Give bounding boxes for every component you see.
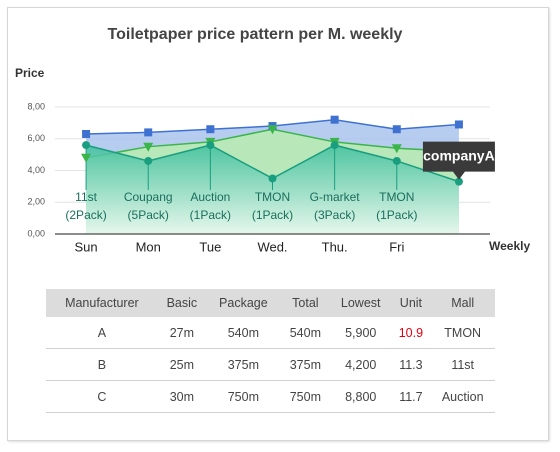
table-row: A 27m 540m 540m 5,900 10.9 TMON [46, 317, 495, 349]
marker [330, 141, 339, 150]
chart-title: Toiletpaper price pattern per M. weekly [108, 26, 403, 43]
price-table: Manufacturer Basic Package Total Lowest … [46, 289, 495, 413]
y-tick-label: 4,00 [27, 165, 45, 175]
point-label: TMON [255, 190, 290, 204]
marker [454, 177, 463, 186]
point-label: (5Pack) [128, 208, 169, 222]
cell: 11st [430, 348, 495, 381]
table-row: B 25m 375m 375m 4,200 11.3 11st [46, 348, 495, 381]
point-label: (2Pack) [65, 208, 106, 222]
header-cell: Lowest [329, 289, 392, 317]
cell: 30m [157, 380, 206, 413]
y-tick-label: 8,00 [27, 101, 45, 111]
cell: TMON [430, 317, 495, 349]
table-header: Manufacturer Basic Package Total Lowest … [46, 289, 495, 317]
header-cell: Package [205, 289, 281, 317]
marker [391, 144, 402, 154]
header-cell: Mall [430, 289, 495, 317]
cell: 25m [157, 348, 206, 381]
cell: 27m [157, 317, 206, 349]
cell: 4,200 [329, 348, 392, 381]
cell: 375m [280, 348, 330, 381]
marker [143, 142, 154, 152]
marker [454, 120, 463, 129]
marker [392, 125, 401, 134]
cell: 10.9 [391, 317, 431, 349]
point-label: G-market [310, 190, 361, 204]
marker [392, 156, 401, 165]
marker [82, 141, 91, 150]
cell: 375m [205, 348, 281, 381]
marker [206, 141, 215, 150]
marker [206, 125, 215, 134]
point-label: (3Pack) [314, 208, 355, 222]
cell: 11.7 [391, 380, 431, 413]
cell: Auction [430, 380, 495, 413]
tooltip-label: companyA [423, 147, 495, 163]
header-cell: Basic [157, 289, 206, 317]
cell: C [46, 380, 158, 413]
header-cell: Unit [391, 289, 431, 317]
x-tick-label: Sun [75, 239, 98, 254]
x-axis-label: Weekly [489, 239, 530, 253]
point-label: (1Pack) [252, 208, 293, 222]
marker [330, 115, 339, 124]
point-label: Auction [190, 190, 230, 204]
point-label: TMON [379, 190, 414, 204]
point-label: Coupang [124, 190, 173, 204]
x-tick-label: Thu. [322, 239, 348, 254]
header-cell: Total [280, 289, 330, 317]
cell: 750m [280, 380, 330, 413]
y-tick-label: 6,00 [27, 133, 45, 143]
cell: A [46, 317, 158, 349]
x-tick-label: Wed. [257, 239, 287, 254]
cell: 8,800 [329, 380, 392, 413]
header-cell: Manufacturer [46, 289, 158, 317]
cell: 540m [205, 317, 281, 349]
marker [144, 128, 153, 137]
x-tick-label: Fri [389, 239, 404, 254]
point-label: (1Pack) [190, 208, 231, 222]
x-tick-label: Tue [199, 239, 221, 254]
y-tick-label: 0,00 [27, 228, 45, 238]
cell: B [46, 348, 158, 381]
marker [81, 153, 92, 163]
cell: 5,900 [329, 317, 392, 349]
card [7, 7, 549, 441]
marker [82, 129, 91, 138]
marker [144, 156, 153, 165]
y-tick-label: 2,00 [27, 197, 45, 207]
y-axis-label: Price [15, 66, 45, 80]
cell: 540m [280, 317, 330, 349]
x-tick-label: Mon [136, 239, 161, 254]
marker [267, 125, 278, 135]
point-label: (1Pack) [376, 208, 417, 222]
table-row: C 30m 750m 750m 8,800 11.7 Auction [46, 380, 495, 413]
cell: 11.3 [391, 348, 431, 381]
point-label: 11st [75, 190, 97, 204]
marker [268, 174, 277, 183]
tooltip [422, 141, 495, 180]
cell: 750m [205, 380, 281, 413]
